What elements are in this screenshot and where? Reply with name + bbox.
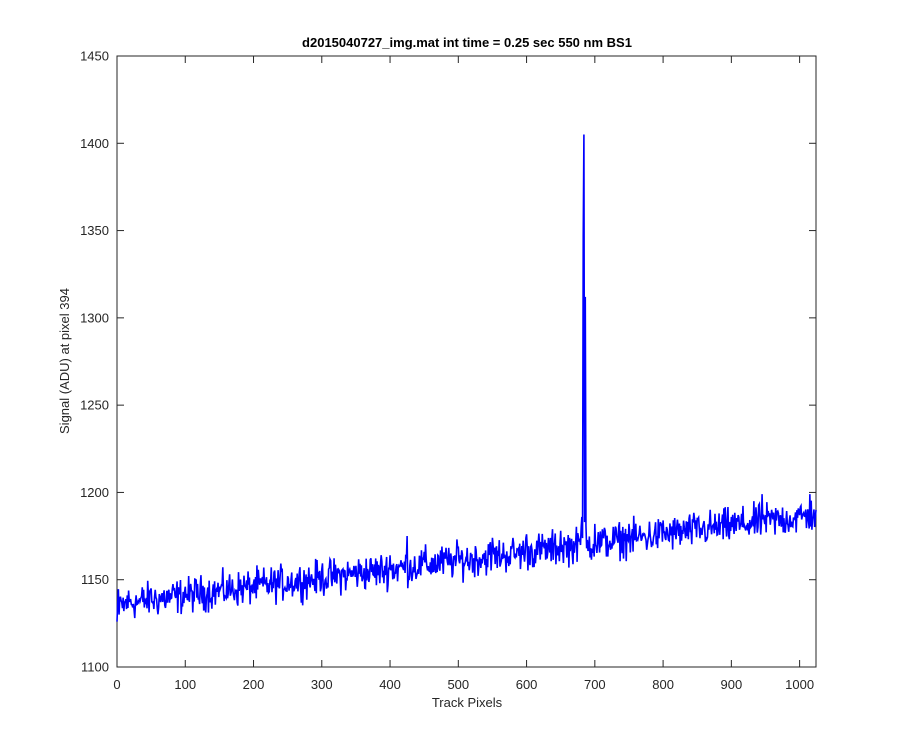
y-tick-label: 1250 xyxy=(80,398,109,413)
y-tick-label: 1300 xyxy=(80,310,109,325)
x-tick-label: 700 xyxy=(584,677,606,692)
series-line xyxy=(116,134,817,622)
x-tick-label: 500 xyxy=(447,677,469,692)
axes-box xyxy=(116,55,817,668)
x-tick-label: 600 xyxy=(516,677,538,692)
x-axis-label: Track Pixels xyxy=(432,695,503,710)
y-tick-label: 1400 xyxy=(80,136,109,151)
x-tick-label: 1000 xyxy=(785,677,814,692)
chart-title: d2015040727_img.mat int time = 0.25 sec … xyxy=(302,35,632,50)
x-tick-label: 200 xyxy=(243,677,265,692)
y-axis-label: Signal (ADU) at pixel 394 xyxy=(57,288,72,434)
x-tick-label: 300 xyxy=(311,677,333,692)
x-tick-label: 400 xyxy=(379,677,401,692)
x-tick-label: 100 xyxy=(174,677,196,692)
y-tick-label: 1150 xyxy=(81,572,109,587)
y-tick-label: 1450 xyxy=(80,49,109,64)
x-tick-label: 900 xyxy=(721,677,743,692)
y-tick-label: 1200 xyxy=(80,485,109,500)
y-tick-label: 1350 xyxy=(80,223,109,238)
x-tick-label: 0 xyxy=(113,677,120,692)
plot-area xyxy=(116,55,817,668)
x-tick-label: 800 xyxy=(652,677,674,692)
y-tick-label: 1100 xyxy=(81,660,109,675)
